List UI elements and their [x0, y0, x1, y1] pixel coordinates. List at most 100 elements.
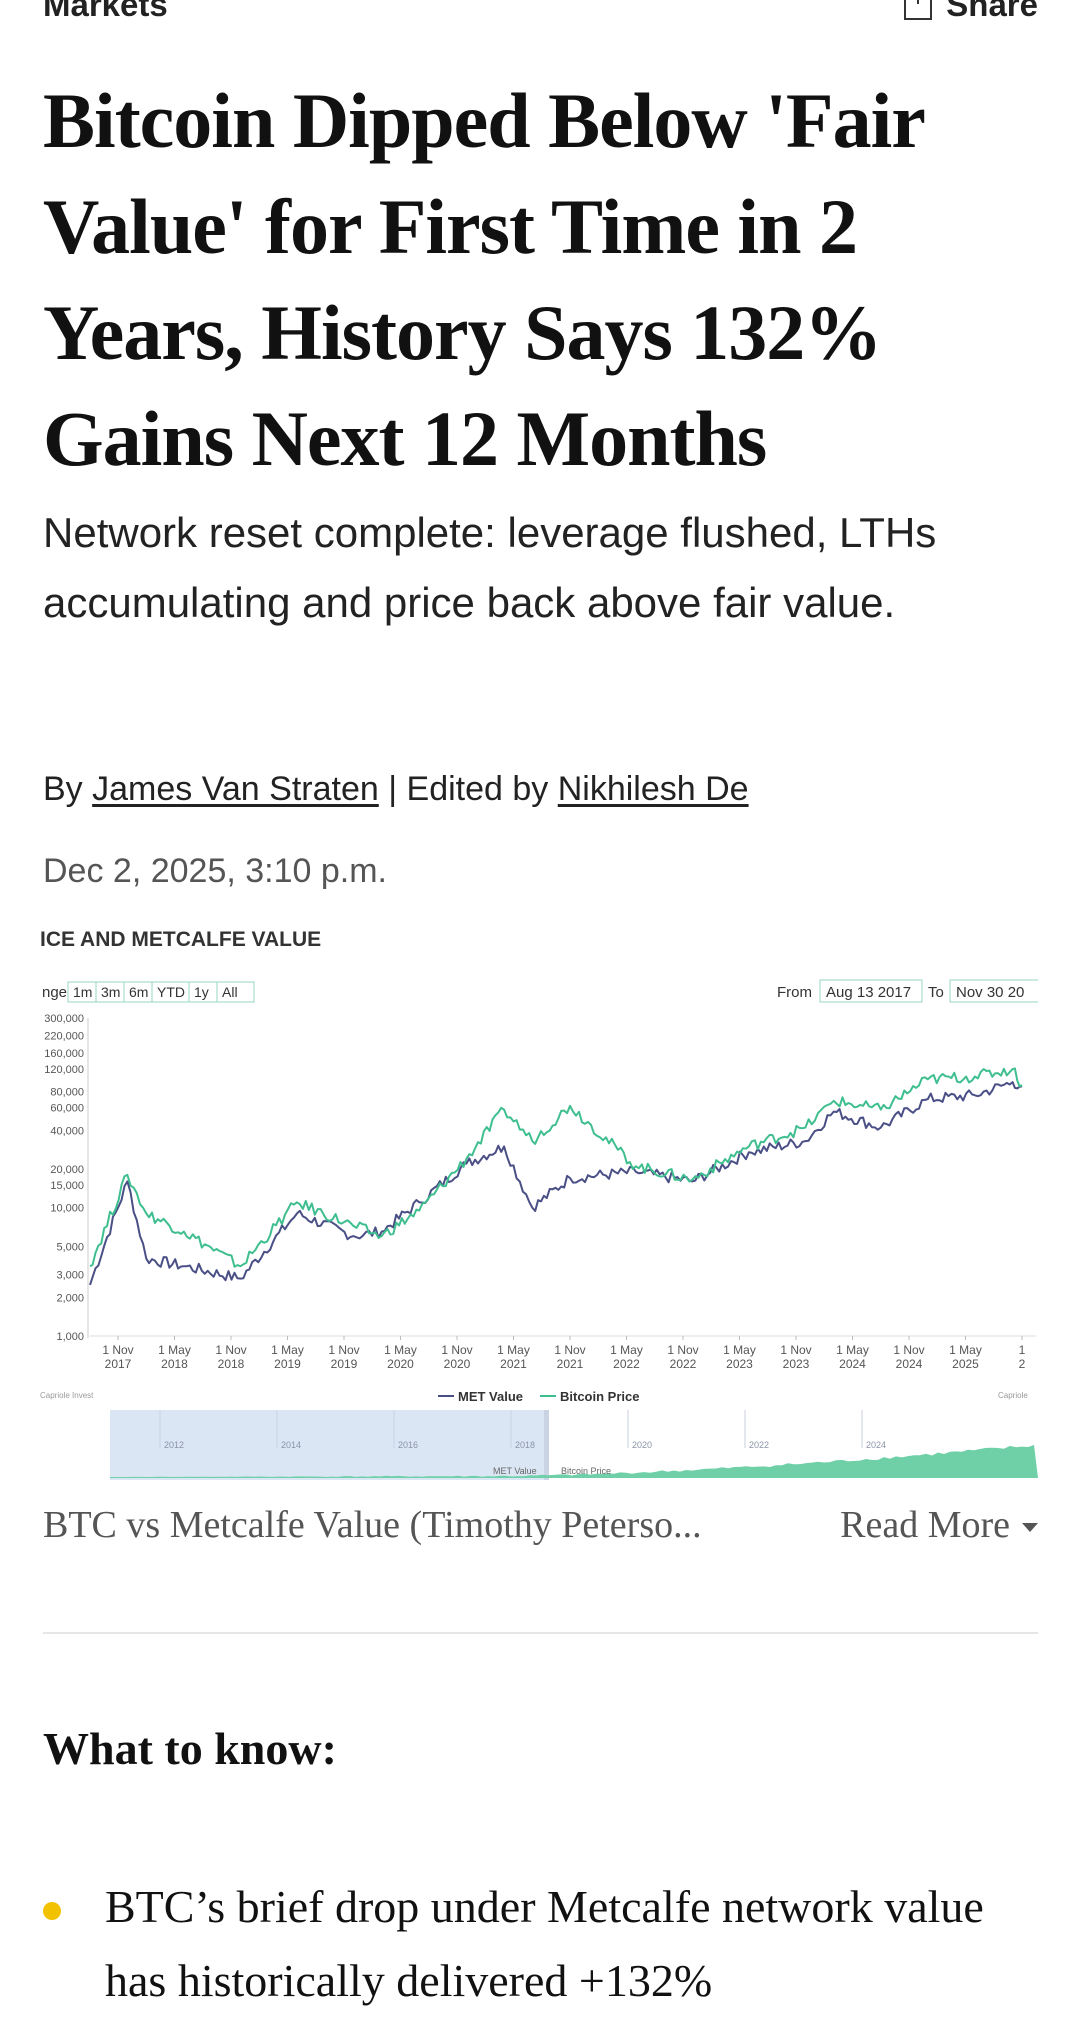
y-tick-label: 80,000 [50, 1087, 84, 1099]
x-tick-label: 1 May [384, 1343, 417, 1357]
x-tick-year: 2019 [331, 1357, 358, 1371]
x-tick-label: 1 Nov [328, 1343, 359, 1357]
x-tick-label: 1 Nov [102, 1343, 133, 1357]
navigator-year-label: 2022 [749, 1440, 769, 1450]
y-tick-label: 2,000 [56, 1292, 84, 1304]
x-tick-label: 1 Nov [215, 1343, 246, 1357]
x-tick-year: 2018 [161, 1357, 188, 1371]
legend-btc-label: Bitcoin Price [560, 1389, 639, 1404]
to-input[interactable]: Nov 30 20 [956, 984, 1024, 1001]
share-button[interactable]: Share [904, 0, 1038, 24]
what-to-know-heading: What to know: [43, 1723, 337, 1774]
x-tick-label: 1 May [836, 1343, 869, 1357]
share-icon [904, 0, 933, 20]
y-tick-label: 120,000 [44, 1064, 84, 1076]
top-bar: Markets Share [0, 0, 1080, 30]
x-tick-label: 1 May [949, 1343, 982, 1357]
x-tick-label: 1 Nov [780, 1343, 811, 1357]
article-headline: Bitcoin Dipped Below 'Fair Value' for Fi… [43, 77, 924, 482]
navigator-years: 2012 2014 2016 2018 2020 2022 2024 [159, 1410, 886, 1450]
x-tick-year: 2024 [896, 1357, 923, 1371]
y-axis: 300,000 220,000 160,000 120,000 80,000 60,000… [44, 1013, 84, 1343]
x-tick-year: 2025 [952, 1357, 979, 1371]
navigator-year-label: 2018 [515, 1440, 535, 1450]
editor-link[interactable]: Nikhilesh De [557, 770, 749, 808]
y-tick-label: 300,000 [44, 1013, 84, 1025]
x-tick-year: 2017 [105, 1357, 132, 1371]
credit-right: Capriole [998, 1391, 1028, 1400]
navigator-handle[interactable] [544, 1410, 549, 1480]
navigator-legend-btc: Bitcoin Price [561, 1466, 611, 1476]
series-group [89, 1067, 1023, 1286]
chart-caption: BTC vs Metcalfe Value (Timothy Peterso..… [43, 1504, 702, 1546]
article-dek: Network reset complete: leverage flushed… [43, 509, 937, 626]
x-tick-year: 2024 [839, 1357, 866, 1371]
x-tick-year: 2019 [274, 1357, 301, 1371]
chart-navigator[interactable]: Capriole Invest 2012 2014 2016 2018 2020 2022… [40, 1391, 1038, 1480]
navigator-shaded-range [110, 1410, 548, 1480]
date-range-inputs: From Aug 13 2017 To Nov 30 20 [777, 979, 1038, 1003]
from-input[interactable]: Aug 13 2017 [826, 984, 911, 1001]
section-divider [43, 1632, 1038, 1634]
credit-left: Capriole Invest [40, 1391, 94, 1400]
x-tick-label: 1 May [158, 1343, 191, 1357]
from-input-box [819, 979, 923, 1003]
range-label: nge [42, 984, 67, 1001]
x-tick-label: 1 May [497, 1343, 530, 1357]
x-tick-label: 1 [1019, 1343, 1026, 1357]
range-button-ytd[interactable]: YTD [157, 984, 185, 1000]
from-label: From [777, 984, 812, 1001]
x-tick-label: 1 Nov [667, 1343, 698, 1357]
to-input-box [949, 979, 1038, 1003]
byline-separator: | Edited by [388, 770, 549, 808]
author-link[interactable]: James Van Straten [92, 770, 379, 808]
range-button-3m[interactable]: 3m [101, 984, 120, 1000]
x-tick-year: 2022 [613, 1357, 640, 1371]
range-button-1y[interactable]: 1y [194, 984, 209, 1000]
key-point-item: BTC’s brief drop under Metcalfe network … [43, 1870, 1043, 2018]
navigator-year-label: 2012 [164, 1440, 184, 1450]
navigator-legend-met: MET Value [493, 1466, 537, 1476]
chart-image[interactable]: ICE AND METCALFE VALUE nge 1m 3m 6m YTD 1y Al… [40, 918, 1038, 1488]
x-tick-label: 1 Nov [893, 1343, 924, 1357]
section-link-markets[interactable]: Markets [43, 0, 168, 23]
y-tick-label: 40,000 [50, 1125, 84, 1137]
y-tick-label: 5,000 [56, 1241, 84, 1253]
range-selector: nge 1m 3m 6m YTD 1y All [42, 981, 255, 1003]
x-tick-year: 2020 [387, 1357, 414, 1371]
range-button-6m[interactable]: 6m [129, 984, 148, 1000]
x-tick-label: 1 May [723, 1343, 756, 1357]
x-tick-label: 1 Nov [441, 1343, 472, 1357]
series-line-bitcoin-price [89, 1067, 1023, 1268]
x-tick-label: 1 May [610, 1343, 643, 1357]
y-tick-label: 160,000 [44, 1048, 84, 1060]
byline-prefix: By [43, 770, 83, 808]
navigator-year-label: 2016 [398, 1440, 418, 1450]
to-label: To [928, 984, 944, 1001]
key-points-list: BTC’s brief drop under Metcalfe network … [43, 1870, 1043, 2018]
x-tick-label: 1 Nov [554, 1343, 585, 1357]
range-buttons: 1m 3m 6m YTD 1y All [67, 981, 255, 1003]
chevron-down-icon [1022, 1522, 1038, 1532]
byline: By James Van Straten | Edited by Nikhile… [43, 770, 749, 809]
publish-date: Dec 2, 2025, 3:10 p.m. [43, 852, 387, 890]
range-button-1m[interactable]: 1m [73, 984, 92, 1000]
key-point-text: BTC’s brief drop under Metcalfe network … [105, 1881, 984, 2006]
read-more-button[interactable]: Read More [840, 1503, 1038, 1547]
navigator-year-label: 2024 [866, 1440, 886, 1450]
x-tick-year: 2021 [557, 1357, 584, 1371]
range-button-all[interactable]: All [222, 984, 238, 1000]
bullet-dot-icon [43, 1902, 61, 1920]
x-tick-year: 2 [1019, 1357, 1026, 1371]
y-tick-label: 220,000 [44, 1030, 84, 1042]
navigator-area [110, 1444, 1038, 1478]
chart-caption-bar: BTC vs Metcalfe Value (Timothy Peterso..… [43, 1500, 1038, 1550]
share-label: Share [946, 0, 1038, 23]
read-more-label: Read More [840, 1504, 1010, 1546]
x-tick-year: 2023 [726, 1357, 753, 1371]
y-tick-label: 3,000 [56, 1270, 84, 1282]
navigator-year-label: 2014 [281, 1440, 301, 1450]
chart-svg: ICE AND METCALFE VALUE nge 1m 3m 6m YTD 1y Al… [40, 918, 1038, 1488]
y-tick-label: 10,000 [50, 1203, 84, 1215]
